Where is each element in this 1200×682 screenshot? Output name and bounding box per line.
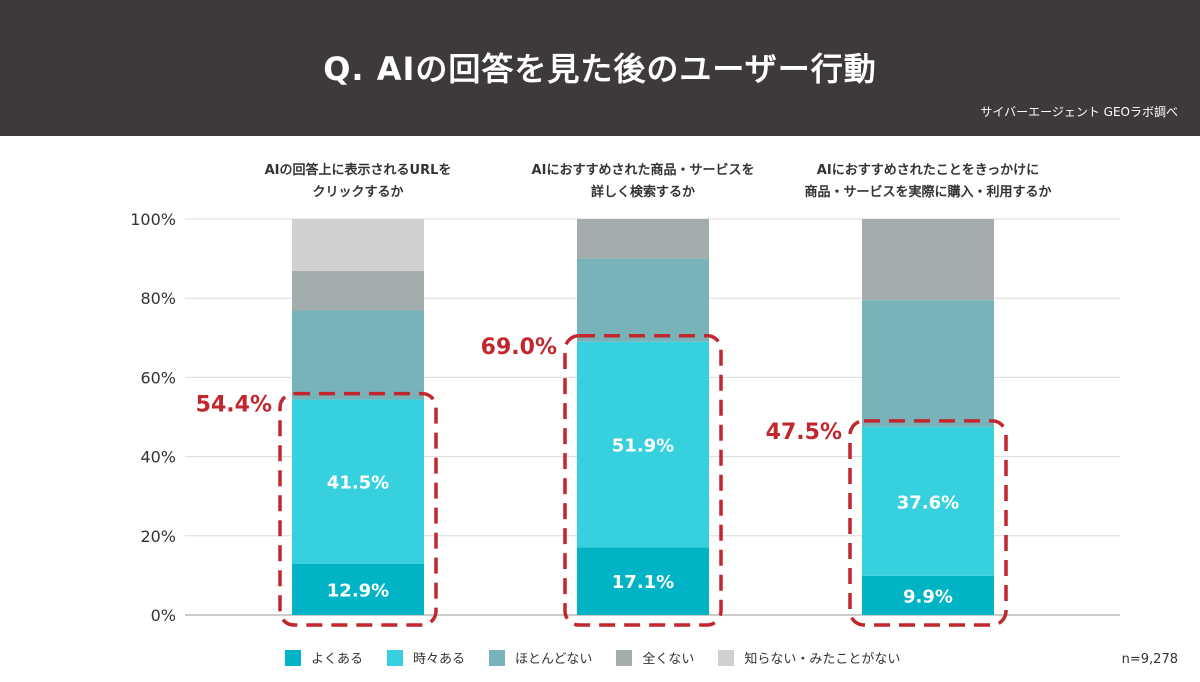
category-title-3: AIにおすすめされたことをきっかけに 商品・サービスを実際に購入・利用するか [778, 160, 1078, 204]
bar-segment [292, 270, 424, 311]
page-title: Q. AIの回答を見た後のユーザー行動 [323, 50, 877, 88]
y-tick-label: 80% [140, 289, 176, 308]
category-title-3-line-1: AIにおすすめされたことをきっかけに [816, 163, 1040, 178]
highlight-total-label: 69.0% [481, 335, 557, 360]
bar-segment [862, 219, 994, 301]
legend-item: ほとんどない [489, 648, 592, 667]
y-tick-label: 60% [140, 368, 176, 387]
legend-swatch [616, 649, 633, 666]
highlight-box [563, 334, 723, 627]
bar-segment [292, 563, 424, 615]
highlight-total-label: 54.4% [196, 393, 272, 418]
legend-swatch [718, 649, 735, 666]
legend-label: 全くない [642, 652, 695, 667]
bar-segment [862, 426, 994, 576]
highlight-total-label: 47.5% [766, 420, 842, 445]
y-tick-label: 20% [140, 527, 176, 546]
category-title-2-line-2: 詳しく検索するか [590, 185, 695, 200]
y-tick-label: 100% [130, 210, 176, 229]
bar-segment [577, 341, 709, 548]
data-label: 12.9% [327, 580, 389, 601]
legend-item: 知らない・みたことがない [718, 648, 900, 667]
legend-label: 知らない・みたことがない [744, 652, 901, 667]
legend-item: 全くない [616, 648, 694, 667]
legend: よくある 時々ある ほとんどない 全くない 知らない・みたことがない [285, 648, 924, 667]
sample-size-label: n=9,278 [1121, 652, 1178, 667]
legend-item: よくある [285, 648, 363, 667]
bar-segment [577, 258, 709, 342]
y-tick-label: 0% [151, 606, 176, 625]
category-title-2: AIにおすすめされた商品・サービスを 詳しく検索するか [493, 160, 793, 204]
category-title-2-line-1: AIにおすすめされた商品・サービスを [531, 163, 755, 178]
category-title-1: AIの回答上に表示されるURLを クリックするか [208, 160, 508, 204]
data-label: 37.6% [897, 492, 959, 513]
legend-label: 時々ある [413, 652, 466, 667]
y-tick-label: 40% [140, 448, 176, 467]
bar-segment [862, 575, 994, 615]
category-title-1-line-2: クリックするか [312, 185, 404, 200]
bar-segment [862, 300, 994, 427]
highlight-box [278, 391, 438, 627]
data-label: 17.1% [612, 572, 674, 593]
legend-label: よくある [311, 652, 364, 667]
data-label: 41.5% [327, 473, 389, 494]
bar-segment [577, 219, 709, 259]
data-label: 51.9% [612, 436, 674, 457]
legend-swatch [489, 649, 506, 666]
category-title-3-line-2: 商品・サービスを実際に購入・利用するか [804, 185, 1052, 200]
header-banner: Q. AIの回答を見た後のユーザー行動 サイバーエージェント GEOラボ調べ [0, 0, 1200, 136]
bar-segment [292, 310, 424, 400]
bar-segment [292, 219, 424, 271]
legend-item: 時々ある [387, 648, 465, 667]
highlight-box [848, 419, 1008, 627]
legend-swatch [387, 649, 404, 666]
bar-segment [577, 547, 709, 615]
legend-swatch [285, 649, 301, 666]
category-title-1-line-1: AIの回答上に表示されるURLを [264, 163, 452, 178]
legend-label: ほとんどない [515, 652, 593, 667]
data-label: 9.9% [903, 586, 953, 607]
bar-segment [292, 399, 424, 564]
source-credit: サイバーエージェント GEOラボ調べ [980, 105, 1178, 119]
